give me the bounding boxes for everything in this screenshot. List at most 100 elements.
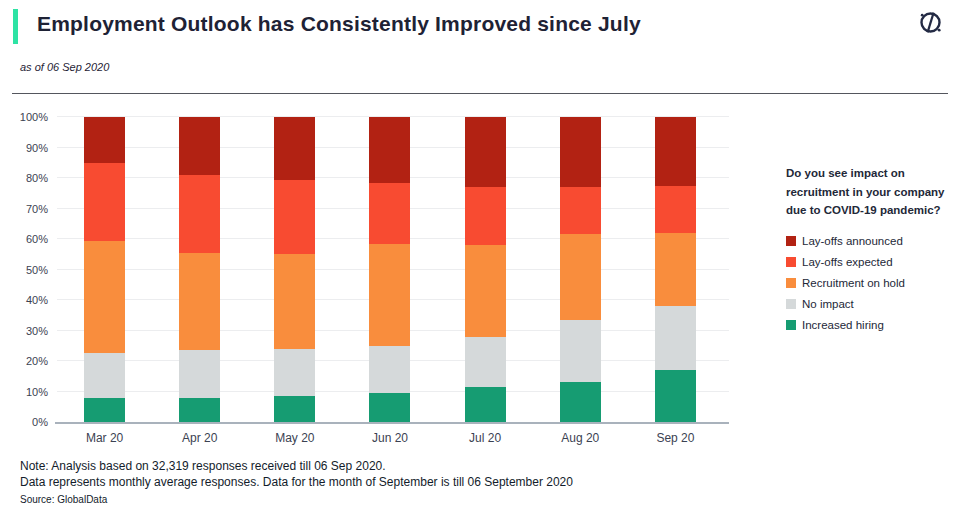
report-page: Employment Outlook has Consistently Impr… [0, 0, 960, 529]
x-tick-label: Jul 20 [438, 431, 533, 445]
bar-segment [274, 180, 315, 255]
legend-label: Lay-offs expected [802, 256, 893, 268]
y-tick-label: 60% [26, 233, 48, 245]
legend-label: Increased hiring [802, 319, 884, 331]
y-tick-label: 10% [26, 386, 48, 398]
x-axis-line [55, 422, 729, 424]
bar-segment [84, 163, 125, 241]
footer-notes: Note: Analysis based on 32,319 responses… [20, 458, 573, 508]
bar-segment [84, 117, 125, 163]
stacked-bar-jul-20 [465, 117, 506, 422]
bar-segment [369, 346, 410, 393]
bar-segment [465, 117, 506, 187]
bar-segment [560, 187, 601, 234]
plot-area [57, 117, 723, 422]
bar-segment [465, 387, 506, 422]
bar-segment [560, 234, 601, 319]
bar-segment [179, 350, 220, 397]
bar-segment [655, 186, 696, 233]
bar-segment [369, 117, 410, 183]
bar-segment [179, 175, 220, 253]
legend-item: Lay-offs announced [786, 235, 956, 247]
legend-items: Lay-offs announced Lay-offs expected Recru… [786, 235, 956, 331]
legend-label: Recruitment on hold [802, 277, 905, 289]
bar-segment [369, 393, 410, 422]
as-of-date-subtitle: as of 06 Sep 2020 [20, 61, 109, 73]
survey-question: Do you see impact on recruitment in your… [786, 164, 956, 220]
bar-segment [84, 398, 125, 422]
x-tick-label: Sep 20 [628, 431, 723, 445]
y-tick-label: 40% [26, 294, 48, 306]
bar-segment [179, 253, 220, 351]
legend-item: No impact [786, 298, 956, 310]
bar-segment [465, 187, 506, 245]
bar-segment [274, 117, 315, 180]
legend-swatch-icon [786, 236, 796, 246]
y-tick-label: 70% [26, 203, 48, 215]
globaldata-compass-logo-icon [917, 9, 944, 36]
bar-slot [57, 117, 152, 422]
y-tick-label: 90% [26, 142, 48, 154]
note-line: Data represents monthly average response… [20, 474, 573, 490]
stacked-bar-may-20 [274, 117, 315, 422]
source-label: Source: GlobalData [20, 492, 573, 508]
page-title: Employment Outlook has Consistently Impr… [37, 12, 641, 36]
bar-segment [655, 306, 696, 370]
y-axis-labels: 0%10%20%30%40%50%60%70%80%90%100% [8, 117, 52, 422]
bar-segment [369, 183, 410, 244]
bar-slot [152, 117, 247, 422]
bar-segment [274, 254, 315, 349]
bar-segment [179, 398, 220, 422]
legend: Do you see impact on recruitment in your… [786, 164, 956, 340]
bar-slot [533, 117, 628, 422]
legend-swatch-icon [786, 299, 796, 309]
y-tick-label: 0% [32, 416, 48, 428]
bars-row [57, 117, 723, 422]
bar-slot [438, 117, 533, 422]
bar-segment [655, 117, 696, 186]
title-accent-bar [13, 9, 18, 44]
legend-item: Increased hiring [786, 319, 956, 331]
x-tick-label: Apr 20 [152, 431, 247, 445]
x-tick-label: May 20 [247, 431, 342, 445]
bar-segment [560, 320, 601, 383]
y-tick-label: 20% [26, 355, 48, 367]
stacked-bar-apr-20 [179, 117, 220, 422]
bar-segment [465, 337, 506, 387]
bar-segment [274, 396, 315, 422]
y-tick-label: 80% [26, 172, 48, 184]
stacked-bar-jun-20 [369, 117, 410, 422]
legend-swatch-icon [786, 257, 796, 267]
legend-item: Lay-offs expected [786, 256, 956, 268]
bar-segment [84, 241, 125, 354]
x-tick-label: Mar 20 [57, 431, 152, 445]
bar-segment [179, 117, 220, 175]
bar-segment [655, 233, 696, 306]
stacked-bar-sep-20 [655, 117, 696, 422]
bar-segment [560, 117, 601, 187]
stacked-bar-mar-20 [84, 117, 125, 422]
y-tick-label: 50% [26, 264, 48, 276]
legend-swatch-icon [786, 278, 796, 288]
y-tick-label: 30% [26, 325, 48, 337]
bar-segment [84, 353, 125, 397]
x-axis-labels: Mar 20Apr 20May 20Jun 20Jul 20Aug 20Sep … [57, 431, 723, 445]
y-tick-label: 100% [20, 111, 48, 123]
legend-label: Lay-offs announced [802, 235, 903, 247]
bar-slot [342, 117, 437, 422]
legend-swatch-icon [786, 320, 796, 330]
bar-segment [465, 245, 506, 337]
bar-segment [274, 349, 315, 396]
x-tick-label: Jun 20 [342, 431, 437, 445]
header-divider [12, 93, 948, 94]
x-tick-label: Aug 20 [533, 431, 628, 445]
bar-segment [560, 382, 601, 422]
bar-segment [655, 370, 696, 422]
bar-slot [628, 117, 723, 422]
legend-item: Recruitment on hold [786, 277, 956, 289]
note-lines: Note: Analysis based on 32,319 responses… [20, 458, 573, 490]
note-line: Note: Analysis based on 32,319 responses… [20, 458, 573, 474]
bar-segment [369, 244, 410, 346]
stacked-bar-aug-20 [560, 117, 601, 422]
legend-label: No impact [802, 298, 854, 310]
